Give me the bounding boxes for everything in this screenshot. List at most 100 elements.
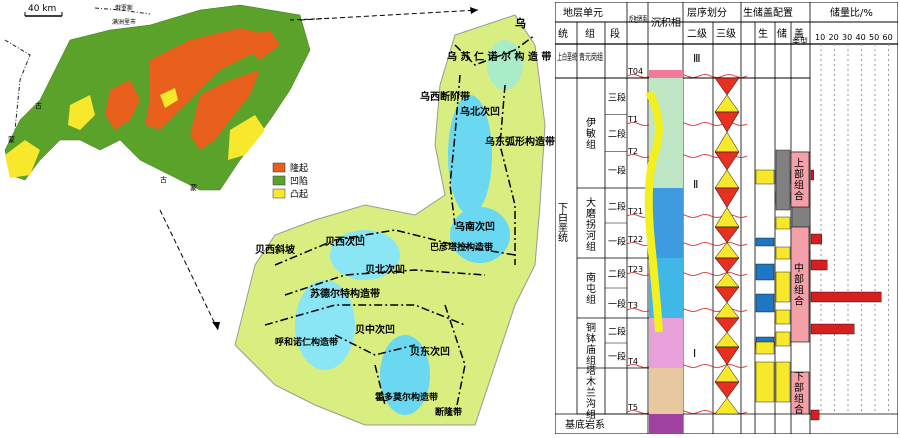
zone-label-wusu: 乌 [515, 16, 526, 30]
member-label: 二段 [608, 326, 626, 338]
hdr-unit: 地层单元 [563, 6, 603, 19]
place-mongolia-4: 古 [160, 175, 167, 184]
legend-depression: 凹陷 [290, 175, 308, 187]
hdr-reservoir: 储 [777, 27, 787, 40]
combo-label-char: 部 [794, 381, 804, 394]
member-label: 一段 [608, 236, 626, 248]
reflector-label: T2 [627, 147, 638, 156]
place-mongolia-3: 蒙 [190, 183, 197, 192]
reservoir-block [755, 341, 775, 355]
reservoir-block [775, 331, 791, 347]
zone-label-wunan: 乌南次凹 [455, 220, 495, 233]
zone-label-bayantala: 巴彦塔拉构造带 [430, 241, 493, 253]
zone-label-wunuoer: 乌 苏 仁 诺 尔 构 造 带 [447, 50, 551, 63]
reservoir-block [775, 361, 791, 403]
hdr-sequence: 层序划分 [687, 6, 727, 19]
strat-table: 地层单元 统 组 段 反射界面 沉积相 层序划分 二级 三级 生储盖配置 生 储… [554, 1, 899, 435]
formation-name-char: 敏 [586, 127, 596, 140]
upper-formation-label: 青元岗组 [579, 51, 603, 63]
zone-label-beizhong: 贝中次凹 [355, 323, 395, 336]
hdr-formation: 组 [585, 27, 595, 40]
seq2-column: Ⅲ Ⅱ Ⅰ [693, 52, 701, 360]
connector-lines [159, 7, 479, 331]
combo-label-char: 合 [794, 295, 804, 308]
member-label: 一段 [608, 298, 626, 310]
place-mongolia-1: 蒙 [8, 135, 15, 144]
reserve-bar [810, 233, 823, 245]
reserve-bar [810, 169, 814, 181]
seq3-wedge [714, 151, 740, 171]
formation-name-char: 组 [586, 293, 596, 306]
formation-name-char: 组 [586, 354, 596, 367]
reservoir-block [755, 169, 775, 185]
member-label: 一段 [608, 165, 626, 177]
formation-name-char: 兰 [586, 386, 596, 399]
member-label: 二段 [608, 128, 626, 140]
combo-label-char: 组 [794, 392, 804, 405]
reservoir-block [755, 361, 775, 403]
zone-label-beixi-sag: 贝西次凹 [325, 235, 365, 248]
facies-column [644, 70, 683, 434]
hdr-seq3: 三级 [716, 28, 736, 40]
hdr-facies: 沉积相 [651, 16, 681, 29]
scale-bar [24, 12, 63, 17]
formation-name-char: 大 [586, 196, 596, 209]
hdr-seq2: 二级 [687, 28, 707, 40]
zone-label-wuxi: 乌西断阶带 [420, 90, 470, 103]
hdr-type: 类型 [792, 36, 808, 46]
hdr-source: 生 [758, 27, 768, 40]
formation-name-char: 组 [586, 408, 596, 421]
place-manzhouli: 满洲里市 [112, 18, 136, 26]
basement-label: 基底岩系 [565, 418, 605, 431]
reserve-tick-label: 30 [842, 33, 852, 42]
formation-name-char: 组 [586, 138, 596, 151]
formation-name-char: 南 [586, 271, 596, 284]
legend-uplift: 隆起 [290, 162, 308, 174]
strat-table-svg: 地层单元 统 组 段 反射界面 沉积相 层序划分 二级 三级 生储盖配置 生 储… [554, 1, 899, 435]
reserve-tick-label: 10 [815, 33, 825, 42]
reflector-label: T23 [627, 265, 643, 274]
hdr-assemblage: 生储盖配置 [743, 6, 793, 19]
member-label: 二段 [608, 268, 626, 280]
reflector-label: T5 [627, 403, 638, 412]
zone-label-beixi-slope: 贝西斜坡 [255, 243, 296, 256]
member-label: 一段 [608, 351, 626, 363]
overview-map-svg: 40 km 俄罗斯 满洲里市 蒙 古 蒙 古 [4, 4, 471, 200]
reserve-tick-label: 40 [856, 33, 866, 42]
lower-system-label: 下白垩统 [556, 202, 568, 242]
upper-system-label: 上白垩统 [557, 51, 577, 63]
combo-label-char: 下 [794, 372, 804, 383]
seq3-column [714, 77, 740, 415]
seq2-label: Ⅰ [693, 347, 696, 360]
reserve-tick-label: 20 [829, 33, 839, 42]
zone-label-wubei: 乌北次凹 [460, 105, 500, 118]
seq3-wedge [714, 257, 740, 273]
scale-label: 40 km [28, 4, 56, 14]
zone-label-huhe: 呼和诺仁构造带 [275, 336, 338, 348]
formation-name-char: 塔 [586, 364, 596, 377]
seq3-wedge [714, 397, 740, 415]
member-label: 三段 [608, 91, 626, 103]
reserve-bar [810, 323, 855, 335]
reserve-bars [810, 169, 882, 421]
hdr-seal: 盖 [794, 27, 804, 40]
reflector-label: T1 [627, 115, 638, 124]
formation-name-char: 沟 [586, 397, 596, 410]
reservoir-block [775, 246, 791, 260]
seq3-wedge [714, 286, 740, 303]
place-mongolia-2: 古 [35, 101, 42, 110]
place-russia: 俄罗斯 [115, 4, 133, 12]
formation-name-char: 钵 [586, 332, 596, 345]
combo-box [790, 226, 810, 343]
formation-name-char: 河 [586, 230, 596, 242]
legend-salient: 凸起 [290, 189, 308, 200]
zone-map: 乌 乌 苏 仁 诺 尔 构 造 带 乌西断阶带 乌北次凹 乌东弧形构造带 乌南次… [215, 5, 555, 433]
combo-label-char: 合 [794, 403, 804, 416]
reflector-label: T22 [627, 235, 643, 244]
zone-label-sudeerte: 苏德尔特构造带 [310, 287, 380, 300]
zone-label-beibei: 贝北次凹 [365, 263, 405, 276]
zone-label-huoduomoer: 霍多莫尔构造带 [375, 391, 438, 403]
reservoir-block [775, 216, 791, 230]
seq3-wedge [714, 77, 740, 96]
formation-name-char: 组 [586, 240, 596, 253]
